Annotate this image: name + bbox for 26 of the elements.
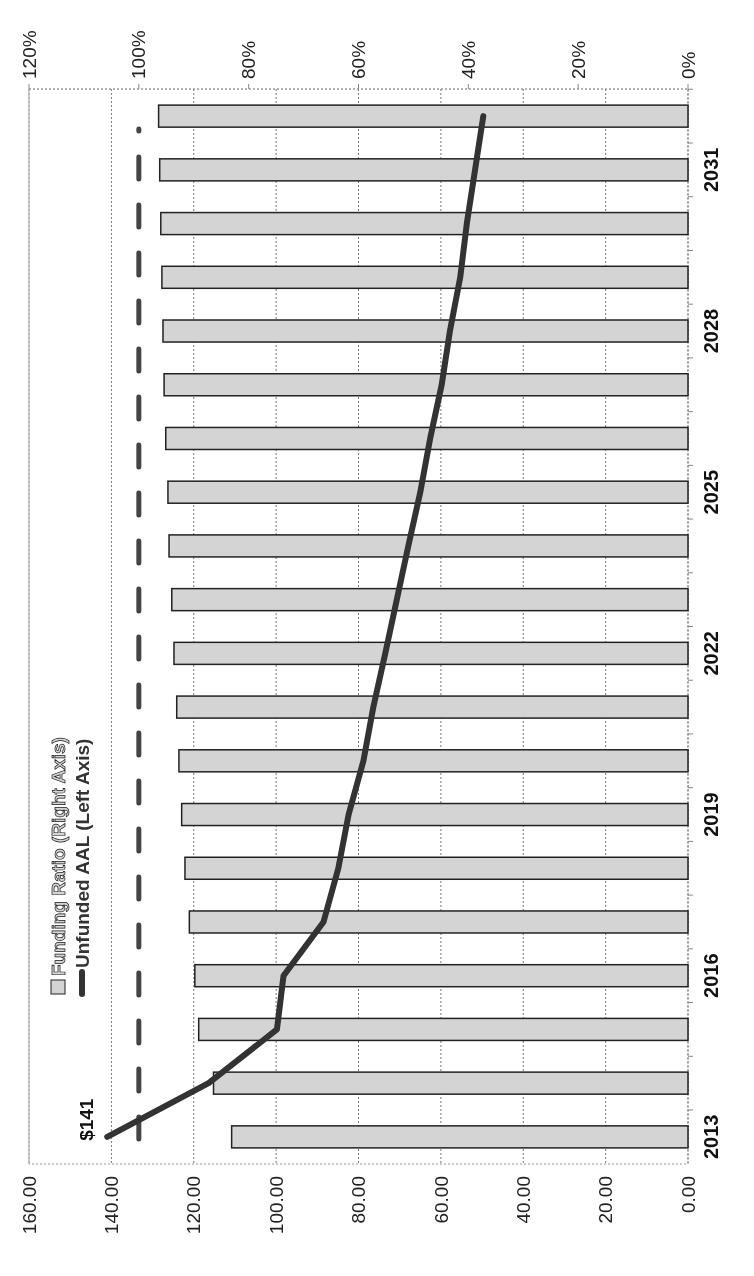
x2-tick-label: 40% — [457, 40, 479, 79]
x2-tick-label: 120% — [18, 30, 40, 79]
x-tick-label: 60.00 — [430, 1176, 452, 1224]
x-tick-label: 20.00 — [595, 1176, 617, 1224]
y-tick-label: 2025 — [700, 469, 722, 515]
x-tick-label: 160.00 — [18, 1176, 40, 1235]
y-tick-label: 2028 — [700, 308, 722, 354]
x2-tick-label: 0% — [677, 51, 699, 79]
x2-tick-label: 60% — [348, 40, 370, 79]
x-tick-label: 100.00 — [265, 1176, 287, 1235]
y-tick-label: 2031 — [700, 147, 722, 193]
x2-tick-label: 100% — [128, 30, 150, 79]
y-tick-label: 2013 — [700, 1114, 722, 1160]
x-tick-label: 80.00 — [348, 1176, 370, 1224]
y-tick-label: 2022 — [700, 631, 722, 676]
x-tick-label: 120.00 — [183, 1176, 205, 1235]
x2-tick-label: 20% — [567, 40, 589, 79]
x-tick-label: 40.00 — [512, 1176, 534, 1224]
x2-tick-label: 80% — [238, 40, 260, 79]
y-tick-label: 2016 — [700, 953, 722, 998]
x-tick-label: 0.00 — [677, 1176, 699, 1213]
y-tick-label: 2019 — [700, 792, 722, 837]
text: Funding Ratio (Right Axis) — [47, 737, 69, 976]
text: Unfunded AAL (Left Axis) — [71, 738, 93, 968]
x-tick-label: 140.00 — [101, 1176, 123, 1235]
annotation: $141 — [76, 1098, 98, 1141]
